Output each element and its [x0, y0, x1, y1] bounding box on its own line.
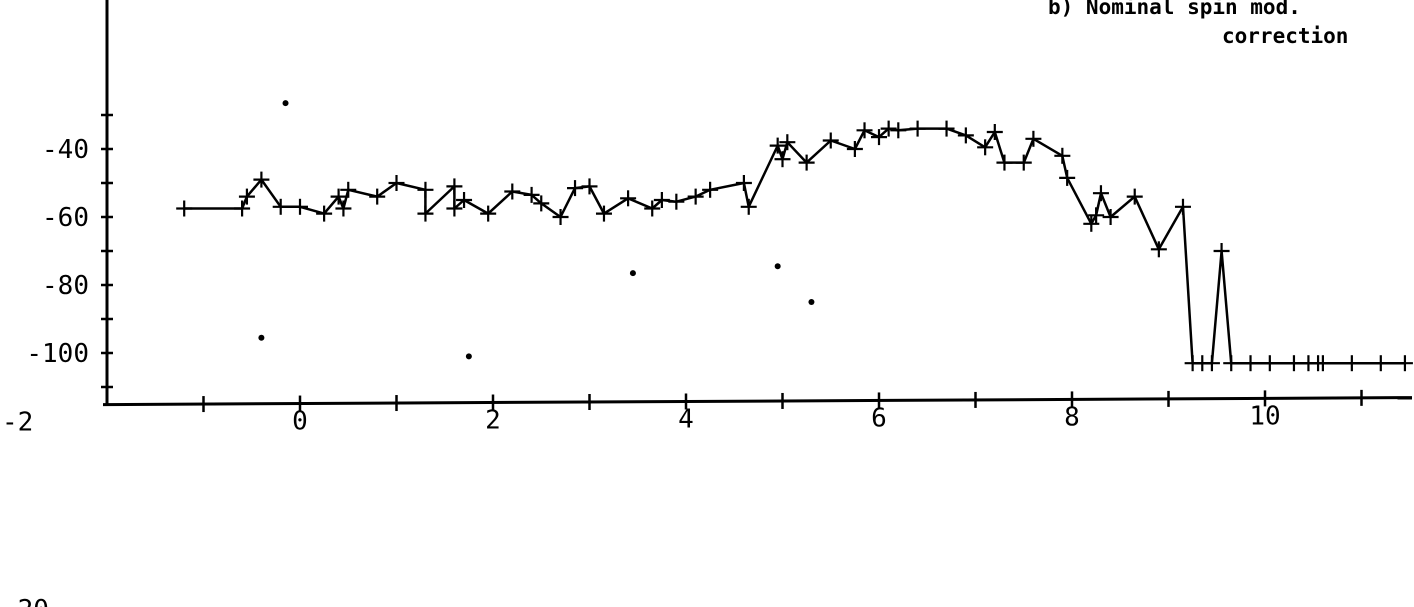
data-point-marker	[417, 181, 434, 198]
data-point-marker	[1213, 243, 1230, 259]
data-point-marker	[1059, 169, 1076, 186]
data-point-marker	[653, 192, 670, 208]
data-point-marker	[1261, 355, 1278, 372]
data-point-marker	[1102, 209, 1119, 225]
data-point-marker	[456, 192, 473, 208]
y-tick-label: -80	[42, 271, 89, 301]
data-point-marker	[567, 180, 584, 197]
data-point-marker	[957, 127, 974, 144]
data-point-marker	[938, 120, 955, 137]
data-point-marker	[1343, 355, 1360, 372]
data-point-marker	[740, 198, 757, 215]
y-tick-label: -40	[42, 135, 89, 165]
data-point-marker	[1083, 215, 1100, 232]
annotation-line-2: correction	[1222, 24, 1348, 48]
data-point-marker	[620, 190, 637, 207]
data-point-marker	[595, 205, 612, 222]
data-point-marker	[340, 181, 357, 198]
data-point-marker	[504, 183, 521, 200]
data-point-marker	[1150, 241, 1167, 258]
data-point-marker	[890, 122, 907, 139]
x-tick-label: 0	[292, 407, 308, 437]
stray-dot	[282, 100, 289, 107]
data-point-marker	[822, 132, 839, 149]
data-point-marker	[735, 175, 752, 191]
data-point-marker	[1092, 185, 1109, 202]
x-tick-label: 2	[485, 406, 501, 436]
data-point-marker	[996, 154, 1013, 171]
data-point-marker	[798, 154, 815, 171]
x-tick-label: 10	[1249, 401, 1280, 431]
data-point-marker	[774, 151, 791, 168]
data-point-marker	[1088, 207, 1105, 224]
stray-dot	[465, 353, 472, 360]
x-tick-label: 8	[1064, 402, 1080, 432]
data-point-marker	[581, 178, 598, 195]
data-point-marker	[1242, 355, 1259, 372]
data-point-marker	[330, 188, 347, 205]
stray-dot	[258, 334, 265, 341]
data-point-marker	[253, 171, 270, 188]
data-point-marker	[523, 186, 540, 203]
x-tick-label: 4	[678, 404, 694, 434]
data-point-marker	[856, 122, 873, 139]
data-point-marker	[880, 120, 897, 137]
data-point-marker	[1314, 355, 1331, 372]
data-point-marker	[769, 137, 786, 154]
data-point-marker	[1174, 198, 1191, 215]
data-point-marker	[1126, 188, 1143, 205]
x-tick-label: -2	[2, 408, 33, 438]
x-tick-label: 6	[871, 403, 887, 433]
stray-dots	[258, 100, 815, 360]
data-point-marker	[1015, 154, 1032, 171]
x-axis	[102, 396, 1413, 407]
data-point-marker	[702, 181, 719, 198]
data-point-marker	[687, 188, 704, 205]
data-point-marker	[292, 198, 308, 215]
data-point-marker	[335, 200, 352, 217]
data-point-marker	[1285, 355, 1302, 372]
data-point-marker	[272, 198, 289, 215]
data-point-marker	[552, 209, 569, 225]
data-point-marker	[1054, 147, 1071, 164]
partial-axis-label: -20	[2, 595, 49, 607]
data-point-marker	[1396, 355, 1413, 372]
annotation-line-1: b) Nominal spin mod.	[1048, 0, 1301, 19]
stray-dot	[629, 270, 636, 277]
data-point-marker	[176, 200, 193, 217]
data-point-marker	[1223, 355, 1240, 372]
data-point-marker	[388, 175, 405, 191]
data-point-marker	[238, 188, 255, 205]
data-point-marker	[480, 205, 497, 222]
data-point-marker	[871, 129, 887, 146]
markers-group	[176, 120, 1413, 372]
data-point-marker	[1372, 355, 1389, 372]
stray-dot	[808, 299, 815, 305]
data-point-marker	[1025, 130, 1042, 147]
x-ticks	[202, 389, 1363, 413]
data-point-marker	[779, 134, 796, 151]
y-tick-label: -100	[26, 339, 89, 369]
data-point-marker	[986, 124, 1003, 140]
y-tick-label: -60	[42, 203, 89, 233]
data-point-marker	[909, 120, 926, 137]
data-point-marker	[369, 188, 386, 205]
data-point-marker	[417, 205, 434, 222]
data-point-marker	[446, 200, 463, 217]
data-point-marker	[1203, 355, 1220, 372]
data-point-marker	[977, 139, 994, 156]
data-point-marker	[846, 141, 863, 157]
data-point-marker	[533, 195, 550, 212]
data-point-marker	[234, 200, 251, 217]
y-tick-labels: -40 -60 -80 -100	[26, 135, 89, 369]
stray-dot	[774, 263, 781, 270]
data-point-marker	[316, 205, 333, 222]
data-point-marker	[668, 193, 685, 210]
x-tick-labels: -2 0 2 4 6 8 10	[2, 401, 1281, 437]
y-ticks	[101, 113, 113, 389]
data-point-marker	[446, 178, 463, 195]
x-axis-line	[102, 396, 1413, 407]
data-point-marker	[644, 200, 661, 217]
